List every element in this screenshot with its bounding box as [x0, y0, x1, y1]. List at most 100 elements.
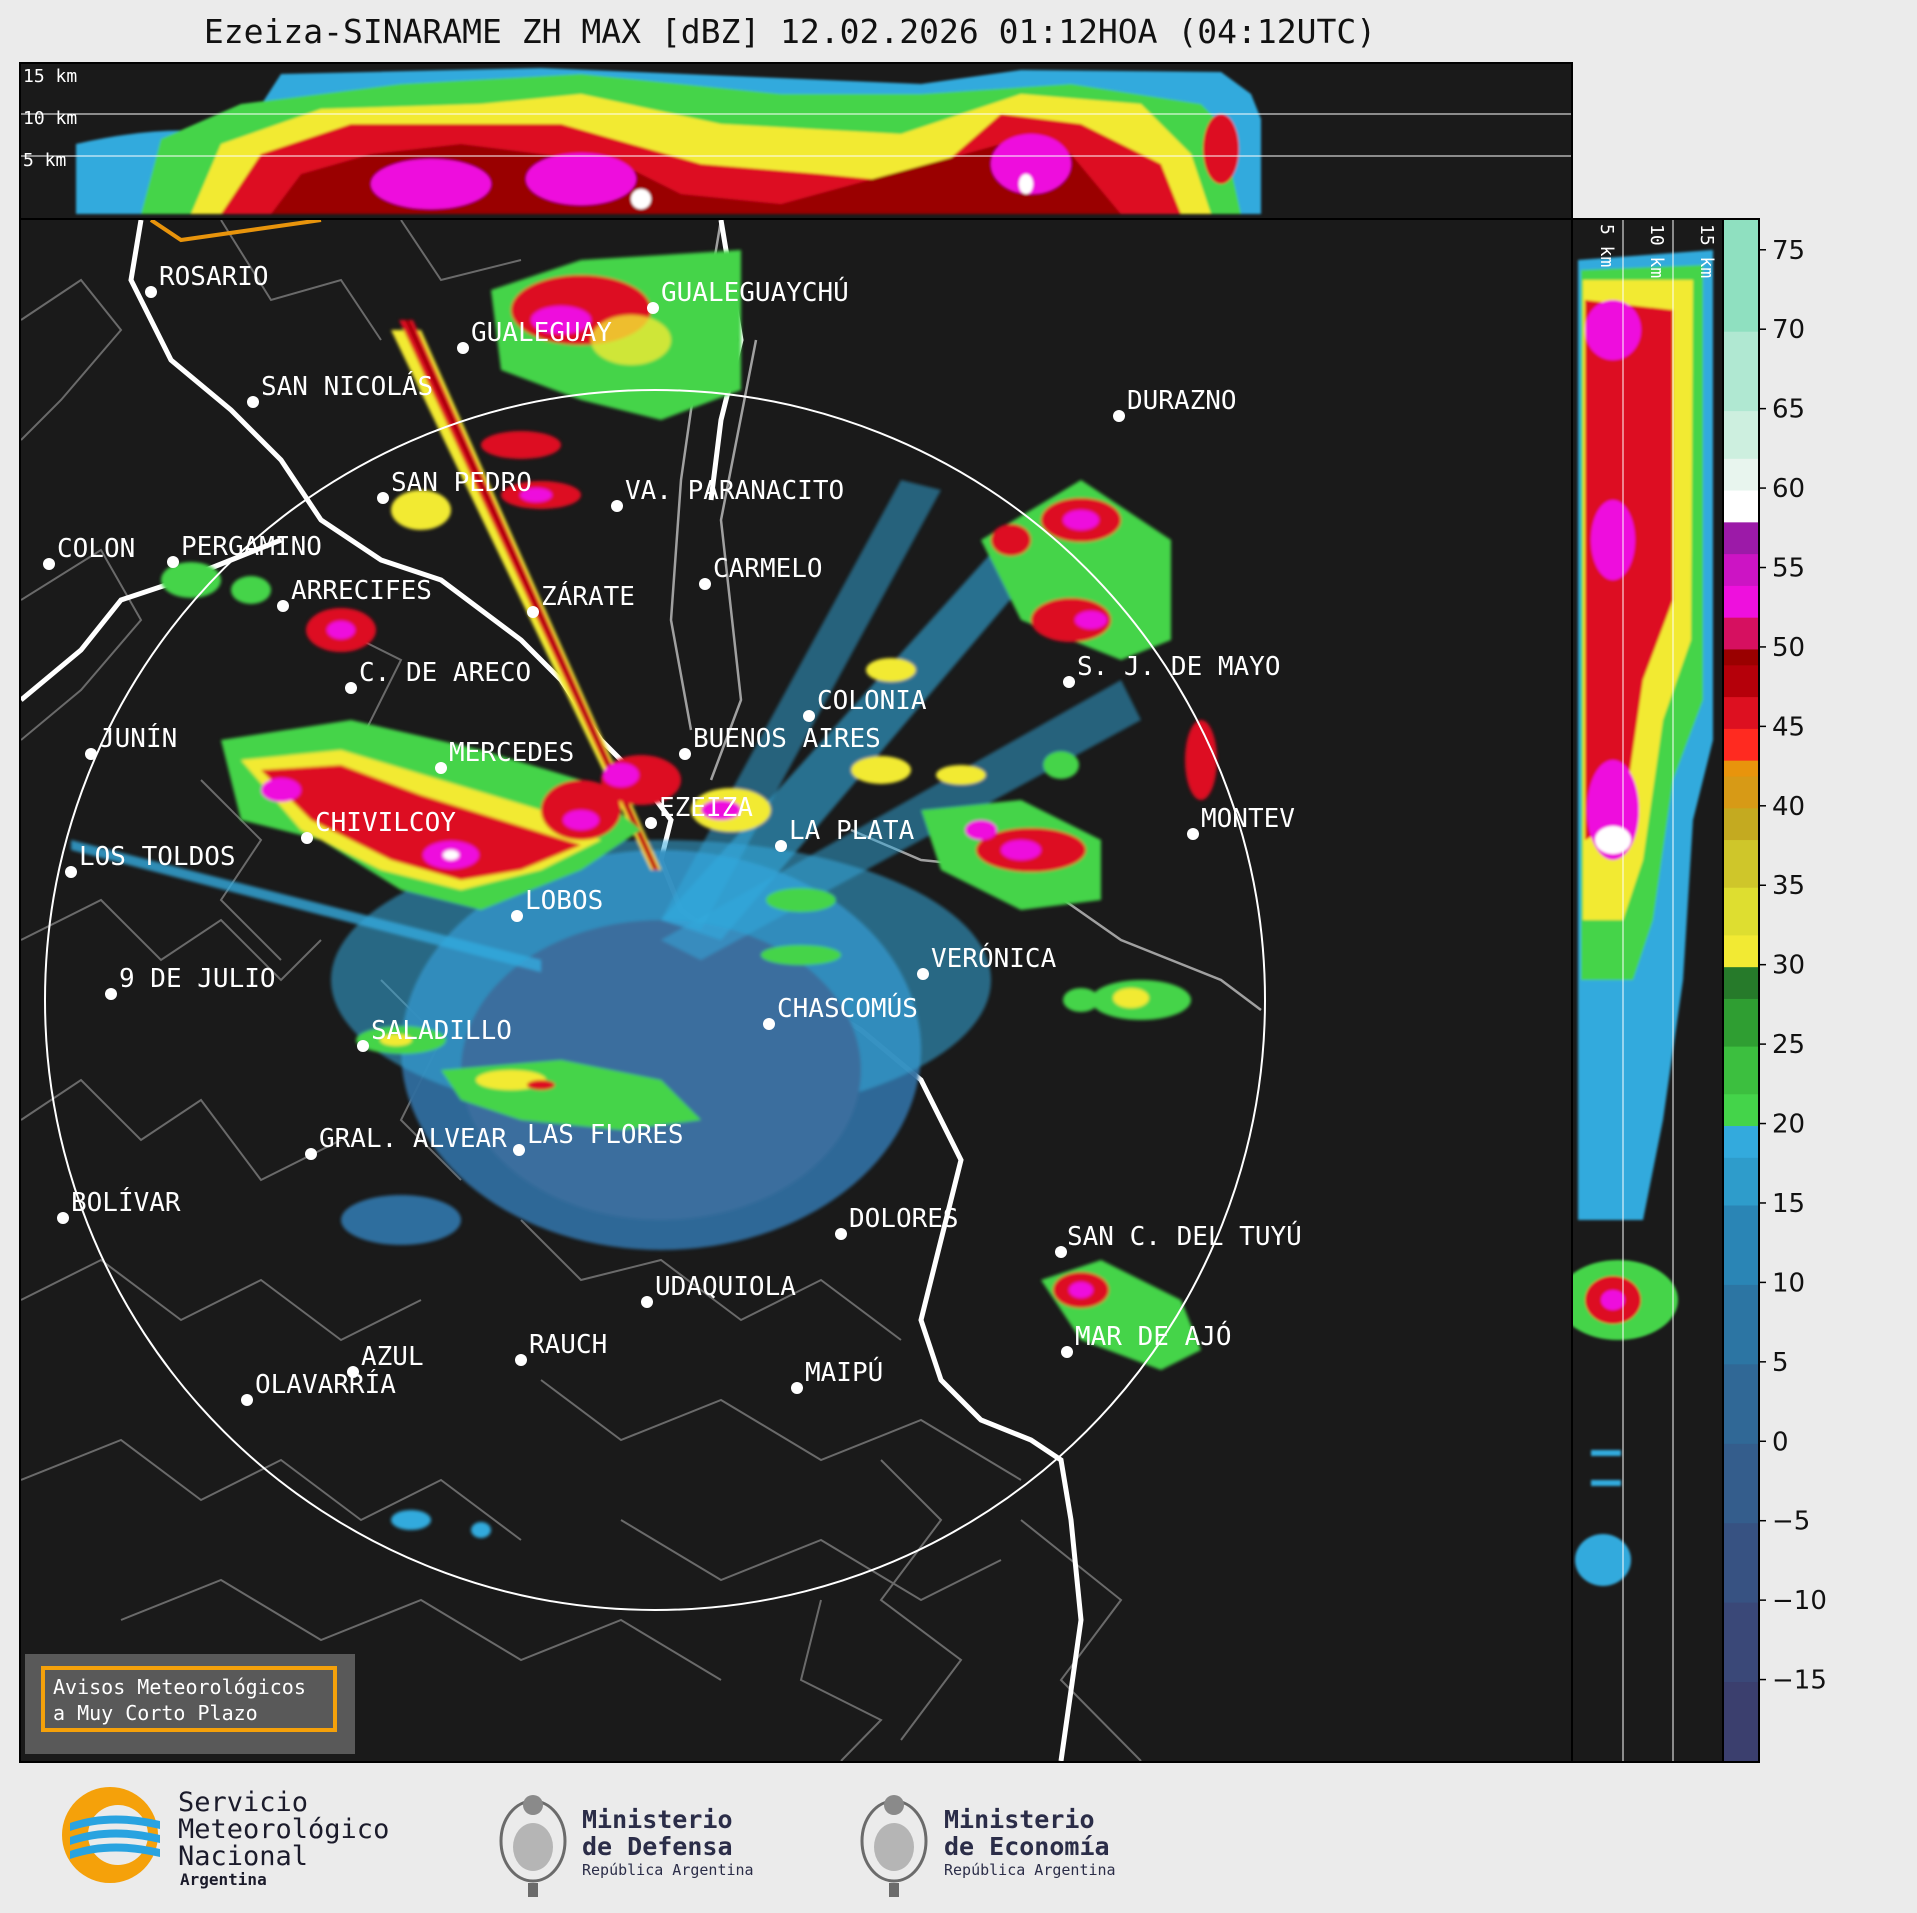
radar-echoes [71, 250, 1217, 1538]
city-maipu: MAIPÚ [791, 1356, 883, 1394]
city-mar-de-ajo: MAR DE AJÓ [1061, 1320, 1232, 1358]
colorbar-segment [1724, 648, 1758, 666]
city-dolores: DOLORES [835, 1204, 959, 1240]
warnings-legend-box: Avisos Meteorológicos a Muy Corto Plazo [25, 1654, 355, 1754]
svg-text:C. DE ARECO: C. DE ARECO [359, 658, 531, 688]
colorbar-tick-label: 60 [1772, 474, 1805, 504]
colorbar-tick-label: 25 [1772, 1030, 1805, 1060]
svg-text:DOLORES: DOLORES [849, 1204, 959, 1234]
svg-text:CHIVILCOY: CHIVILCOY [315, 808, 456, 838]
colorbar-tick-label: 40 [1772, 792, 1805, 822]
city-colonia: COLONIA [803, 686, 927, 722]
smn-logo: Servicio Meteorológico Nacional Argentin… [62, 1787, 389, 1889]
svg-text:OLAVARRÍA: OLAVARRÍA [255, 1368, 396, 1400]
height-label-10km: 10 km [23, 108, 77, 129]
colorbar-segment [1724, 776, 1758, 809]
city-san-c-del-tuyu: SAN C. DEL TUYÚ [1055, 1220, 1302, 1258]
city-rosario: ROSARIO [145, 262, 269, 298]
region-border [149, 220, 322, 243]
city-chivilcoy: CHIVILCOY [301, 808, 456, 844]
range-ring [44, 389, 1266, 1611]
city-gualeguaychu: GUALEGUAYCHÚ [647, 276, 849, 314]
height-label-15km: 15 km [23, 66, 77, 87]
colorbar-segment [1724, 1284, 1758, 1365]
city-bolivar: BOLÍVAR [57, 1186, 181, 1224]
defensa-line-2: de Defensa [582, 1832, 733, 1861]
colorbar-segment [1724, 1522, 1758, 1603]
colorbar-segment [1724, 1093, 1758, 1127]
colorbar-segment [1724, 490, 1758, 523]
svg-text:ZÁRATE: ZÁRATE [541, 580, 635, 612]
colorbar-segment [1724, 331, 1758, 412]
svg-text:UDAQUIOLA: UDAQUIOLA [655, 1272, 796, 1302]
right-cross-section: 5 km 10 km 15 km [1571, 218, 1724, 1763]
city-mercedes: MERCEDES [435, 738, 574, 774]
svg-text:CARMELO: CARMELO [713, 554, 823, 584]
colorbar-segment [1724, 807, 1758, 841]
colorbar [1722, 218, 1760, 1763]
svg-text:RAUCH: RAUCH [529, 1330, 607, 1360]
economia-logo: Ministerio de Economía República Argenti… [860, 1795, 1116, 1897]
smn-line-4: Argentina [180, 1870, 267, 1889]
colorbar-segment [1724, 998, 1758, 1047]
colorbar-segment [1724, 220, 1758, 332]
colorbar-segment [1724, 664, 1758, 698]
chart-title: Ezeiza-SINARAME ZH MAX [dBZ] 12.02.2026 … [203, 12, 1377, 51]
city-pergamino: PERGAMINO [167, 532, 322, 568]
svg-text:LOBOS: LOBOS [525, 886, 603, 916]
department-borders [21, 220, 1142, 1761]
colorbar-segment [1724, 887, 1758, 936]
svg-text:COLON: COLON [57, 534, 135, 564]
defensa-line-1: Ministerio [582, 1805, 733, 1834]
colorbar-tick-label: 70 [1772, 315, 1805, 345]
city-veronica: VERÓNICA [917, 942, 1057, 980]
smn-line-1: Servicio [178, 1787, 308, 1818]
height-label-5km: 5 km [23, 150, 66, 171]
svg-text:MONTEV: MONTEV [1201, 804, 1295, 834]
colorbar-segment [1724, 458, 1758, 491]
city-saladillo: SALADILLO [357, 1016, 512, 1052]
colorbar-segment [1724, 760, 1758, 777]
city-va-paranacito: VA. PARANACITO [611, 476, 844, 512]
city-9-de-julio: 9 DE JULIO [105, 964, 276, 1000]
economia-line-3: República Argentina [944, 1861, 1116, 1879]
svg-text:LA PLATA: LA PLATA [789, 816, 915, 846]
radar-map[interactable]: ROSARIO GUALEGUAYCHÚ GUALEGUAY SAN NICOL… [19, 218, 1573, 1763]
colorbar-segment [1724, 1443, 1758, 1524]
colorbar-segment [1724, 1125, 1758, 1158]
colorbar-tick-label: 0 [1772, 1427, 1789, 1457]
city-buenos-aires: BUENOS AIRES [679, 724, 881, 760]
city-zarate: ZÁRATE [527, 580, 635, 618]
colorbar-segment [1724, 1602, 1758, 1683]
top-cross-section: 15 km 10 km 5 km [19, 62, 1573, 220]
svg-text:MAIPÚ: MAIPÚ [805, 1356, 883, 1388]
svg-text:JUNÍN: JUNÍN [99, 722, 177, 754]
colorbar-tick-label: 65 [1772, 395, 1805, 425]
colorbar-segment [1724, 728, 1758, 761]
city-las-flores: LAS FLORES [513, 1120, 684, 1156]
svg-text:DURAZNO: DURAZNO [1127, 386, 1237, 416]
city-gral-alvear: GRAL. ALVEAR [305, 1124, 507, 1160]
colorbar-segment [1724, 1363, 1758, 1444]
city-olavarria: OLAVARRÍA [241, 1368, 396, 1406]
city-arrecifes: ARRECIFES [277, 576, 432, 612]
svg-text:SALADILLO: SALADILLO [371, 1016, 512, 1046]
city-labels: ROSARIO GUALEGUAYCHÚ GUALEGUAY SAN NICOL… [43, 262, 1302, 1406]
svg-text:LAS FLORES: LAS FLORES [527, 1120, 684, 1150]
svg-text:MERCEDES: MERCEDES [449, 738, 574, 768]
svg-text:GUALEGUAY: GUALEGUAY [471, 318, 612, 348]
svg-text:LOS TOLDOS: LOS TOLDOS [79, 842, 236, 872]
colorbar-segment [1724, 410, 1758, 459]
svg-text:9 DE JULIO: 9 DE JULIO [119, 964, 276, 994]
svg-text:SAN NICOLÁS: SAN NICOLÁS [261, 370, 433, 402]
defensa-logo: Ministerio de Defensa República Argentin… [499, 1795, 754, 1897]
colorbar-tick-label: 30 [1772, 951, 1805, 981]
legend-line-2: a Muy Corto Plazo [53, 1701, 258, 1725]
colorbar-tick-label: 20 [1772, 1110, 1805, 1140]
economia-line-2: de Economía [944, 1832, 1110, 1861]
city-san-nicolas: SAN NICOLÁS [247, 370, 433, 408]
svg-text:GRAL. ALVEAR: GRAL. ALVEAR [319, 1124, 507, 1154]
smn-line-2: Meteorológico [178, 1814, 389, 1845]
colorbar-segment [1724, 1681, 1758, 1762]
